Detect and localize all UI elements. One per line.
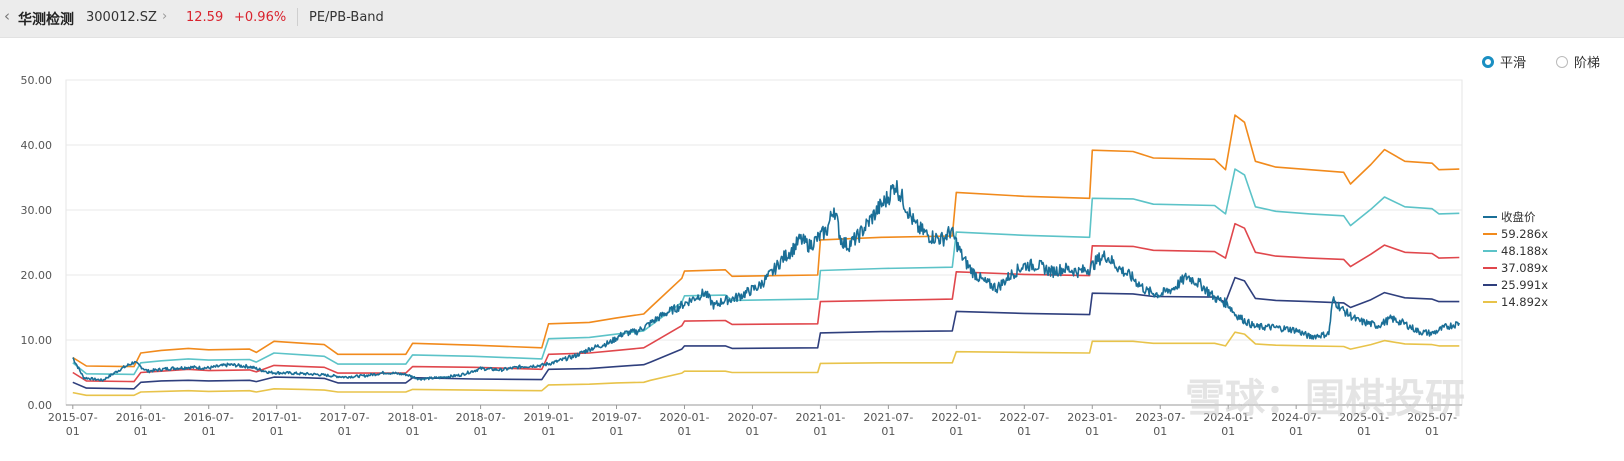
x-tick-label: 2016-01- [116,411,166,424]
x-tick-label-day: 01 [270,425,284,438]
x-tick-label-day: 01 [881,425,895,438]
x-tick-label-day: 01 [813,425,827,438]
x-tick-label: 2022-07- [999,411,1049,424]
price-change: +0.96% [234,10,287,25]
x-tick-label: 2025-01- [1339,411,1389,424]
top-bar: ‹ 华测检测 300012.SZ › 12.59 +0.96% PE/PB-Ba… [0,0,1624,38]
x-tick-label: 2018-07- [456,411,506,424]
y-tick-label: 30.00 [21,204,53,217]
series-line-b5 [72,331,1460,397]
legend: 收盘价 59.286x 48.188x 37.089x 25.991x 14.892x [1483,210,1548,309]
radio-selected-icon [1482,55,1494,68]
divider [297,8,298,26]
x-tick-label-day: 01 [66,425,80,438]
x-tick-label-day: 01 [1017,425,1031,438]
watermark: 雪球：围棋投研 [1185,376,1465,422]
back-chevron-icon[interactable]: ‹ [4,7,10,25]
x-tick-label-day: 01 [1221,425,1235,438]
x-tick-label-day: 01 [202,425,216,438]
x-tick-label-day: 01 [1425,425,1439,438]
x-tick-label-day: 01 [949,425,963,438]
smooth-label: 平滑 [1500,56,1527,71]
x-tick-label-day: 01 [1153,425,1167,438]
legend-label[interactable]: 25.991x [1501,278,1548,292]
plot-frame [65,79,1463,406]
x-tick-label-day: 01 [610,425,624,438]
y-tick-label: 50.00 [21,74,53,87]
x-tick-label: 2024-07- [1271,411,1321,424]
legend-label[interactable]: 48.188x [1501,244,1548,258]
x-tick-label: 2016-07- [184,411,234,424]
stock-code: 300012.SZ [86,10,157,25]
x-tick-label: 2017-07- [320,411,370,424]
y-tick-label: 0.00 [28,399,53,412]
x-tick-label: 2023-07- [1135,411,1185,424]
stock-price: 12.59 [186,10,224,25]
radio-unselected-icon [1556,55,1568,68]
y-tick-label: 40.00 [21,139,53,152]
forward-chevron-icon[interactable]: › [162,9,168,24]
x-tick-label-day: 01 [406,425,420,438]
x-tick-label: 2019-07- [592,411,642,424]
tool-title: PE/PB-Band [309,10,384,25]
x-tick-label-day: 01 [677,425,691,438]
y-tick-label: 20.00 [21,269,53,282]
x-tick-label: 2020-07- [727,411,777,424]
legend-label[interactable]: 37.089x [1501,261,1548,275]
legend-label[interactable]: 14.892x [1501,295,1548,309]
series-line-b1 [72,114,1460,368]
x-tick-label: 2022-01- [931,411,981,424]
grid-lines [65,79,1463,406]
series-line-b4 [72,276,1460,390]
x-tick-label-day: 01 [134,425,148,438]
x-tick-label-day: 01 [1289,425,1303,438]
stock-name: 华测检测 [18,12,74,28]
smooth-radio[interactable]: 平滑 [1482,52,1526,71]
x-tick-label: 2019-01- [524,411,574,424]
series-line-close [72,180,1461,382]
x-tick-label: 2025-07- [1407,411,1457,424]
x-tick-label-day: 01 [1085,425,1099,438]
x-tick-label: 2021-07- [863,411,913,424]
x-tick-label: 2018-01- [388,411,438,424]
step-label: 阶梯 [1574,56,1601,71]
series-lines [72,114,1461,397]
legend-label[interactable]: 收盘价 [1501,210,1536,224]
x-tick-label-day: 01 [1357,425,1371,438]
y-tick-label: 10.00 [21,334,53,347]
x-tick-label: 2017-01- [252,411,302,424]
x-axis: 2015-07-012016-01-012016-07-012017-01-01… [48,404,1462,438]
x-tick-label-day: 01 [542,425,556,438]
y-axis: 0.00 10.00 20.00 30.00 40.00 50.00 [21,74,53,412]
legend-label[interactable]: 59.286x [1501,227,1548,241]
series-line-b2 [72,168,1460,376]
x-tick-label: 2024-01- [1203,411,1253,424]
x-tick-label: 2015-07- [48,411,98,424]
x-tick-label-day: 01 [745,425,759,438]
x-tick-label-day: 01 [338,425,352,438]
x-tick-label-day: 01 [474,425,488,438]
step-radio[interactable]: 阶梯 [1556,52,1600,71]
x-tick-label: 2021-01- [795,411,845,424]
x-tick-label: 2023-01- [1067,411,1117,424]
series-line-b3 [72,222,1460,383]
x-tick-label: 2020-01- [660,411,710,424]
